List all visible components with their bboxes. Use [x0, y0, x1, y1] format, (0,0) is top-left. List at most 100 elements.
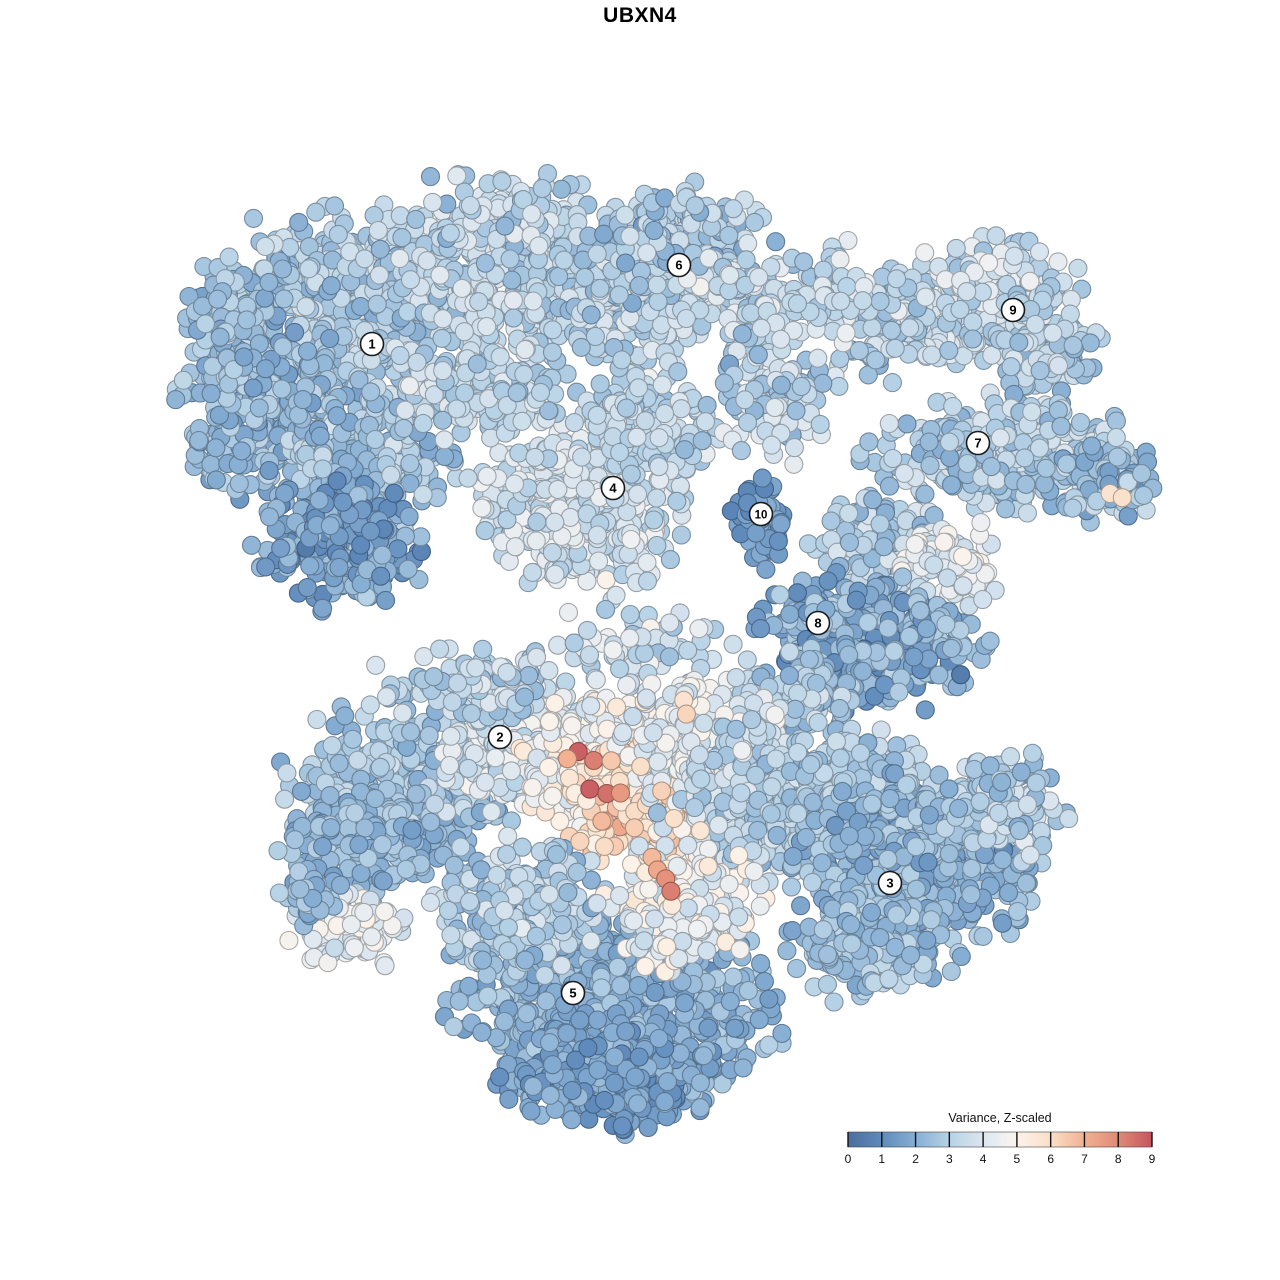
data-point — [1082, 436, 1102, 456]
data-point — [189, 430, 209, 451]
data-point — [549, 266, 569, 287]
data-point — [1016, 474, 1036, 494]
data-point — [398, 302, 418, 322]
data-point — [512, 411, 532, 431]
data-point — [532, 178, 552, 199]
data-point — [1017, 503, 1037, 523]
data-point — [551, 179, 571, 199]
data-point — [744, 212, 765, 232]
data-point — [768, 531, 788, 551]
data-point — [749, 267, 769, 287]
data-point — [1107, 447, 1128, 467]
data-point — [370, 239, 390, 259]
data-point — [1070, 412, 1091, 433]
data-point — [293, 390, 313, 410]
data-point — [285, 322, 305, 342]
data-point — [525, 447, 545, 467]
data-point — [572, 447, 592, 467]
data-point — [649, 428, 669, 448]
data-point — [915, 700, 935, 720]
data-point — [675, 440, 695, 460]
data-point — [1009, 332, 1029, 352]
data-point — [310, 426, 330, 446]
data-point — [420, 167, 441, 187]
data-point — [423, 192, 443, 212]
data-point — [609, 285, 629, 305]
data-point — [472, 498, 492, 518]
data-point — [433, 361, 453, 381]
data-point — [786, 401, 806, 421]
data-point — [950, 299, 970, 320]
data-point — [542, 542, 562, 563]
data-point — [297, 578, 317, 598]
data-point — [1030, 361, 1050, 381]
data-point — [504, 474, 525, 494]
data-point — [1001, 357, 1021, 377]
data-point — [922, 345, 942, 365]
data-point — [927, 392, 947, 412]
data-point — [830, 249, 850, 269]
data-point — [787, 294, 807, 314]
data-point — [808, 348, 828, 368]
data-point — [367, 294, 387, 314]
data-point — [475, 521, 495, 541]
data-point — [685, 196, 705, 216]
data-point — [407, 352, 427, 372]
data-point — [647, 275, 667, 295]
data-point — [863, 490, 883, 510]
data-point — [839, 503, 859, 523]
data-point — [589, 551, 609, 571]
data-point — [297, 341, 318, 361]
data-point — [452, 278, 472, 298]
data-point — [206, 470, 226, 490]
data-point — [545, 564, 565, 584]
data-point — [695, 412, 716, 432]
data-point — [973, 589, 993, 610]
data-point — [447, 399, 467, 419]
data-point — [771, 375, 791, 395]
data-point — [887, 269, 907, 289]
data-point — [1132, 463, 1152, 484]
data-point — [648, 291, 668, 312]
data-point — [883, 448, 903, 469]
data-point — [660, 550, 680, 570]
data-point — [300, 556, 320, 576]
data-point — [255, 288, 275, 308]
data-point — [981, 457, 1001, 477]
data-point — [771, 329, 791, 349]
data-point — [1118, 506, 1138, 526]
data-point — [1048, 252, 1068, 272]
data-point — [320, 516, 340, 536]
data-point — [587, 525, 607, 545]
data-point — [237, 310, 257, 330]
data-point — [652, 375, 672, 395]
data-point — [523, 291, 543, 311]
data-point — [430, 265, 450, 285]
data-point — [273, 337, 293, 357]
data-point — [492, 171, 512, 191]
data-point — [879, 413, 899, 434]
data-point — [458, 468, 478, 488]
data-point — [971, 513, 991, 533]
data-point — [934, 532, 954, 552]
data-point — [647, 535, 667, 556]
data-point — [542, 342, 563, 362]
data-point — [882, 373, 902, 393]
data-point — [766, 232, 786, 252]
data-point — [941, 475, 962, 495]
data-point — [697, 395, 717, 415]
data-point — [514, 364, 534, 384]
data-point — [953, 576, 973, 596]
data-point — [522, 204, 542, 224]
data-point — [616, 398, 636, 418]
data-point — [946, 238, 966, 258]
data-point — [587, 244, 607, 264]
data-point — [241, 535, 262, 555]
data-point — [400, 453, 420, 474]
data-point — [668, 362, 688, 382]
data-point — [259, 507, 280, 527]
data-point — [610, 442, 630, 463]
data-point — [208, 289, 228, 309]
data-point — [1063, 498, 1083, 518]
data-point — [313, 598, 333, 618]
